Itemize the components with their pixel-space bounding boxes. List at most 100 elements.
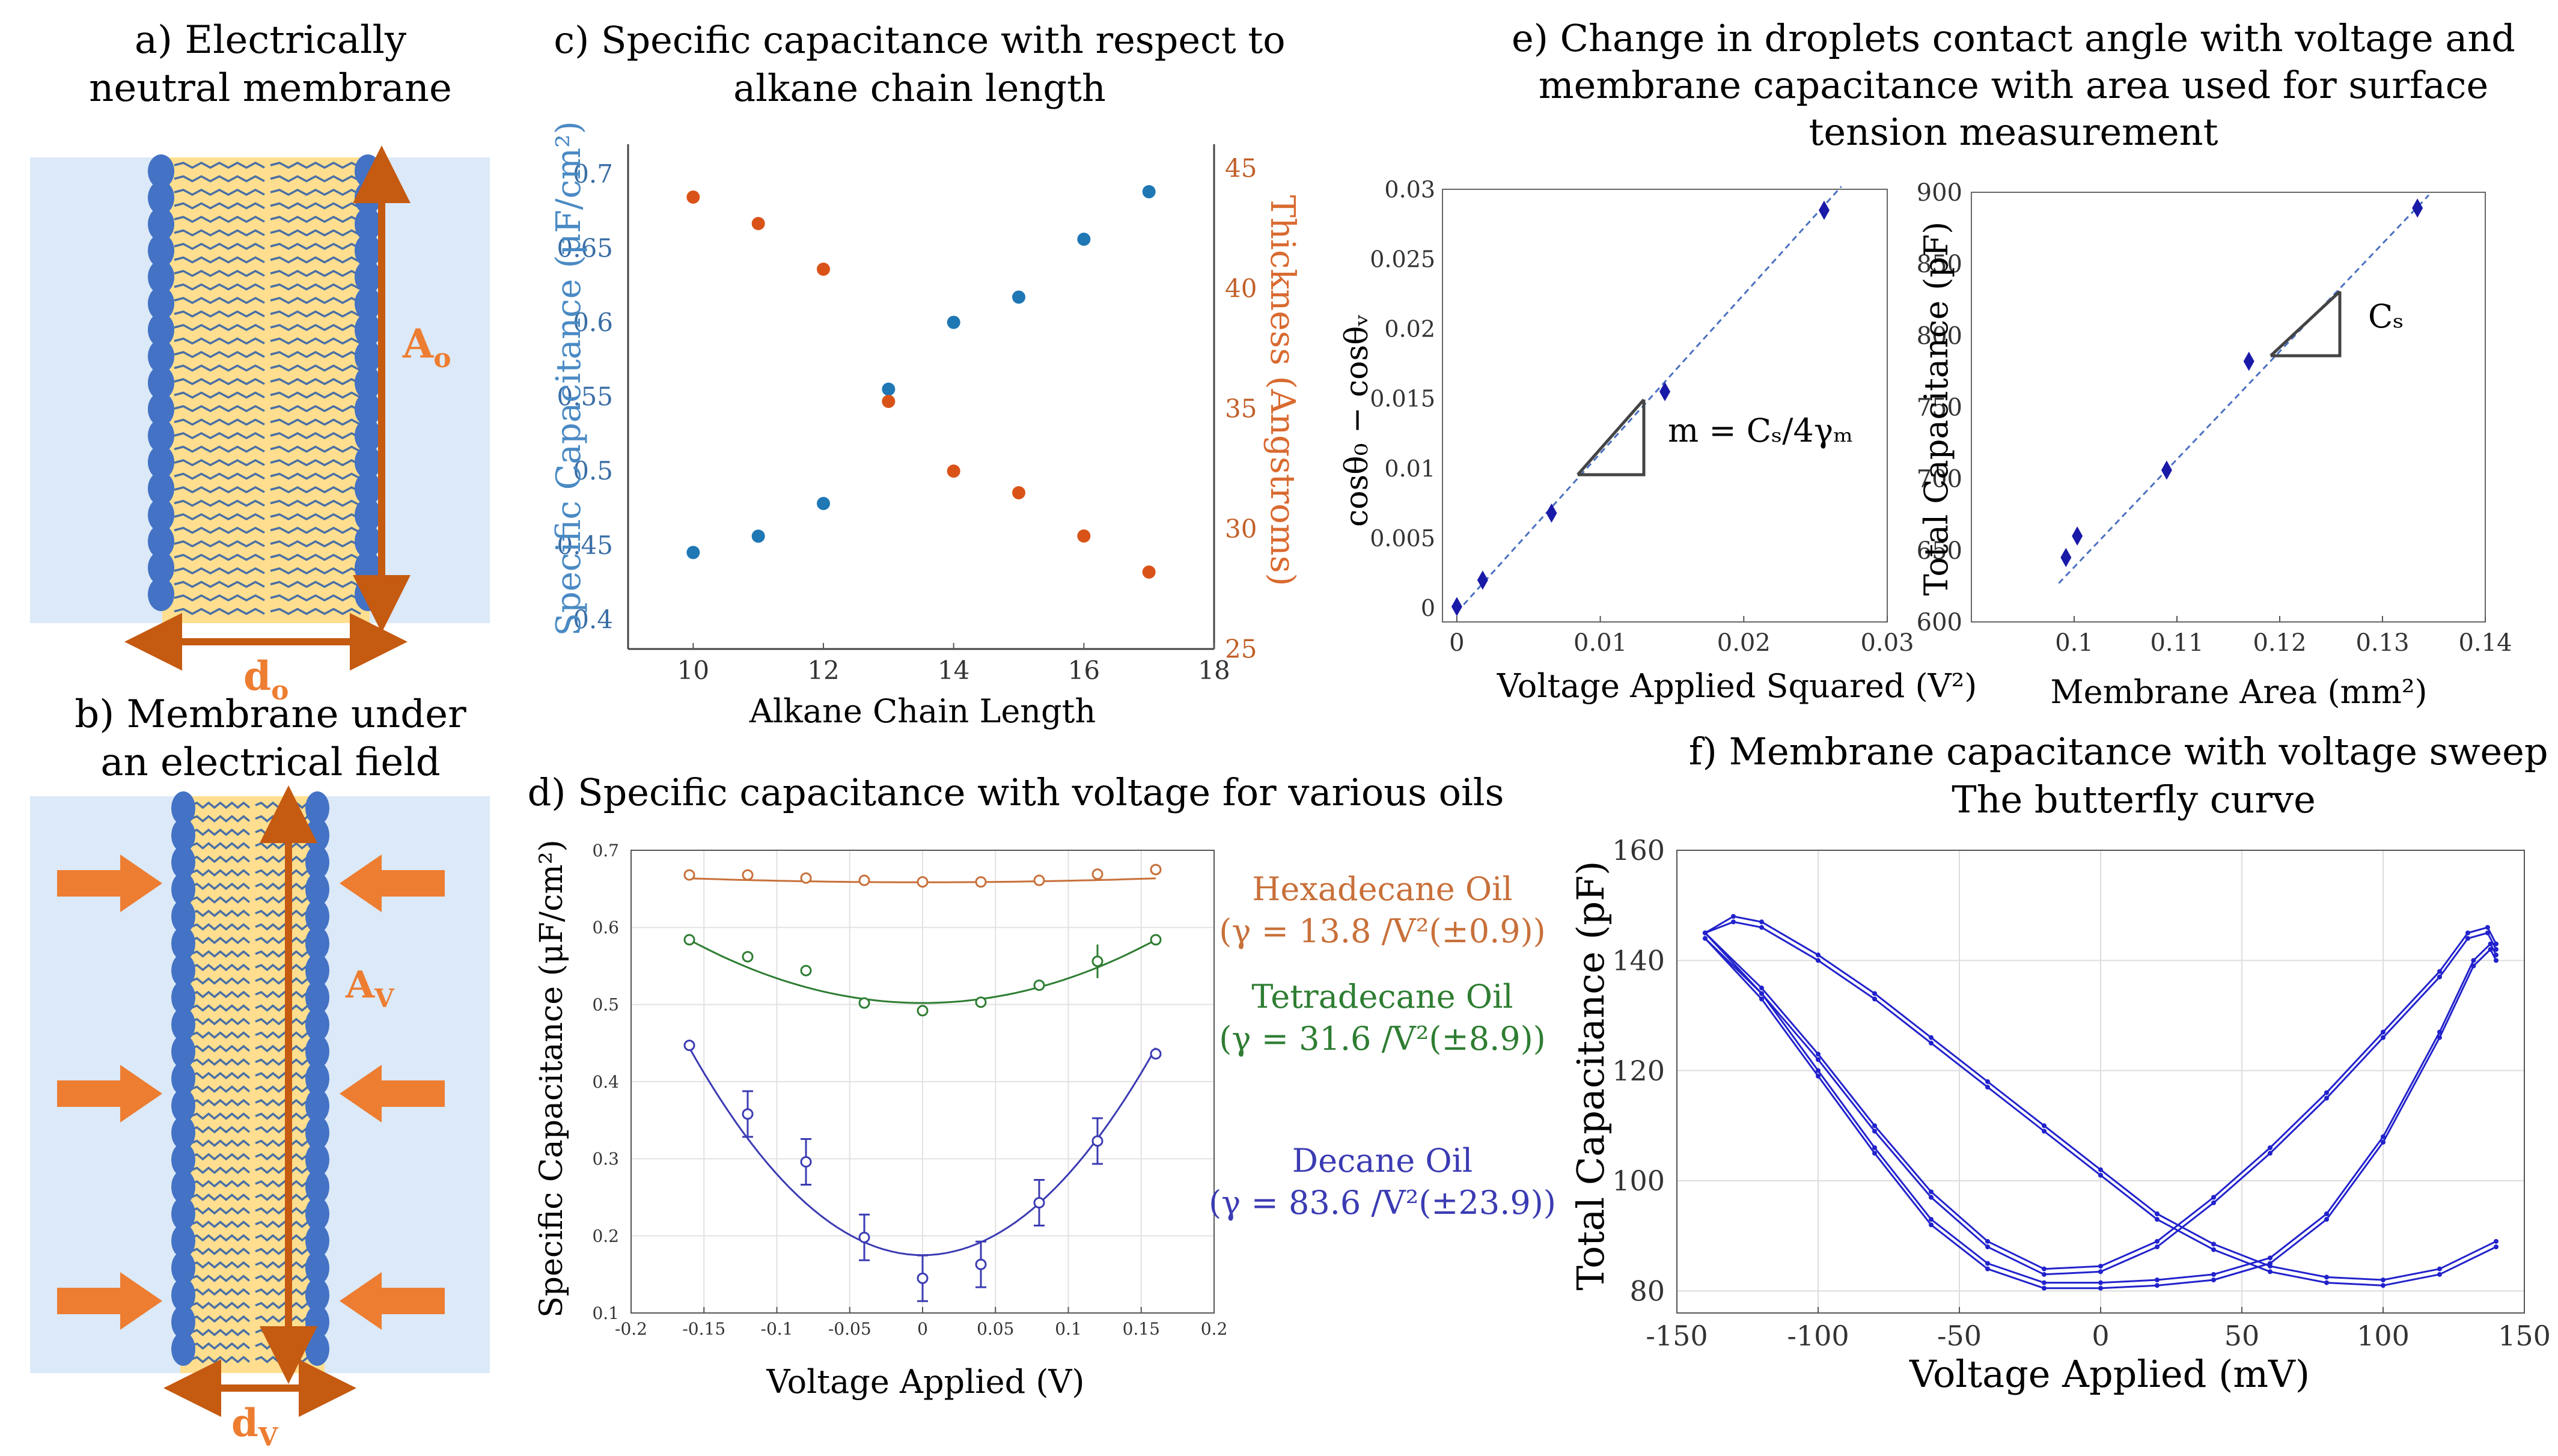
- lipid-tail-right: [270, 486, 361, 493]
- panel-c-y-tick-label: 0.55: [557, 382, 613, 412]
- butterfly-point: [2211, 1241, 2216, 1247]
- panel-e-left-frame: [1442, 189, 1888, 623]
- data-point-decane: [742, 1108, 754, 1120]
- lipid-tail-left: [191, 1153, 251, 1161]
- butterfly-point: [1816, 1068, 1821, 1073]
- lipid-tail-left: [174, 540, 265, 547]
- lipid-tail-left: [174, 445, 265, 453]
- panel-c-x-tick-label: 16: [1068, 656, 1100, 685]
- force-arrow-right: [340, 1065, 445, 1122]
- panel-e-right-x-tick-label: 0.11: [2150, 629, 2203, 657]
- data-point-tetradecane: [1091, 955, 1103, 967]
- butterfly-point: [1872, 996, 1877, 1002]
- diamond-point: [1818, 200, 1830, 220]
- butterfly-point: [2268, 1145, 2273, 1150]
- panel-d-x-tick-label: 0.2: [1201, 1319, 1228, 1339]
- slope-annotation-left: m = Cₛ/4γₘ: [1668, 412, 1853, 449]
- lipid-head: [148, 313, 174, 347]
- panel-c-y2-tick-label: 35: [1225, 394, 1257, 424]
- panel-d-x-tick-label: 0: [917, 1319, 928, 1339]
- data-point-decane: [1033, 1196, 1045, 1208]
- lipid-head: [148, 392, 174, 426]
- butterfly-point: [1929, 1035, 1934, 1040]
- butterfly-point: [1759, 925, 1764, 930]
- panel-d-x-tick-label: -0.05: [828, 1319, 871, 1339]
- panel-e-right-x-tick-label: 0.1: [2055, 629, 2093, 657]
- butterfly-point: [2437, 1035, 2442, 1040]
- data-point-decane: [800, 1156, 812, 1168]
- panel-d-y-axis-label: Specific Capacitance (μF/cm²): [534, 839, 570, 1318]
- panel-d-x-tick-label: 0.05: [977, 1319, 1014, 1339]
- capacitance-point: [1142, 185, 1156, 199]
- lipid-tail-left: [174, 378, 265, 385]
- diamond-point: [2243, 352, 2254, 371]
- panel-f-x-tick-label: 50: [2224, 1320, 2260, 1352]
- panel-c-y-tick-label: 0.45: [557, 531, 613, 560]
- butterfly-point: [2098, 1264, 2103, 1269]
- lipid-tail-right: [270, 553, 361, 561]
- force-arrow-left: [57, 1272, 162, 1330]
- lipid-tail-right: [270, 513, 361, 520]
- panel-e-right-y-tick-label: 850: [1917, 251, 1962, 278]
- data-point-decane: [683, 1040, 695, 1052]
- butterfly-point: [1816, 1073, 1821, 1079]
- panel-e-right-y-tick-label: 750: [1917, 394, 1962, 422]
- panel-c-y2-tick-label: 30: [1225, 514, 1257, 544]
- panel-f-axes: -150 -100 -50 0 50 100 150 80 100 120 140 160: [1612, 834, 2551, 1352]
- panel-e-left-y-tick-label: 0.03: [1384, 176, 1435, 203]
- butterfly-point: [2098, 1285, 2103, 1291]
- lipid-head: [171, 1116, 195, 1150]
- lipid-head: [148, 260, 174, 294]
- butterfly-point: [2485, 930, 2490, 936]
- lipid-head: [171, 1062, 195, 1095]
- data-point-tetradecane: [975, 996, 987, 1008]
- panel-f-y-tick-label: 140: [1612, 944, 1665, 976]
- butterfly-point: [2098, 1280, 2103, 1285]
- panel-d-x-tick-label: 0.15: [1123, 1319, 1160, 1339]
- lipid-tail-left: [174, 337, 265, 345]
- lipid-tail-right: [270, 391, 361, 399]
- lipid-tail-left: [191, 1329, 251, 1336]
- butterfly-point: [2381, 1035, 2386, 1040]
- diamond-point: [2072, 526, 2083, 546]
- panel-f-y-tick-label: 100: [1612, 1165, 1665, 1197]
- capacitance-point: [947, 315, 960, 329]
- thickness-point: [882, 395, 896, 408]
- panel-e-right-marks: [2058, 194, 2430, 584]
- panel-c-y-tick-label: 0.5: [573, 456, 613, 486]
- slope-triangle-right-hyp: [2270, 290, 2341, 357]
- lipid-tail-right: [270, 405, 361, 412]
- panel-d-x-tick-label: -0.1: [761, 1319, 793, 1339]
- lipid-tail-right: [270, 594, 361, 602]
- butterfly-point: [2471, 963, 2476, 969]
- lipid-tail-right: [270, 432, 361, 439]
- lipid-tail-right: [270, 270, 361, 277]
- panel-e-left-x-tick-label: 0: [1449, 629, 1464, 657]
- lipid-tail-right: [270, 229, 361, 237]
- butterfly-point: [1985, 1085, 1990, 1090]
- thickness-point: [686, 190, 700, 204]
- lipid-head: [148, 340, 174, 373]
- panel-f-y-tick-label: 80: [1629, 1275, 1665, 1307]
- panel-e-right-x-tick-label: 0.13: [2355, 629, 2409, 657]
- lipid-tail-left: [174, 216, 265, 223]
- lipid-tail-left: [174, 324, 265, 331]
- butterfly-point: [1929, 1189, 1934, 1195]
- butterfly-point: [2324, 1217, 2329, 1222]
- lipid-tail-right: [270, 459, 361, 466]
- lipid-tail-right: [270, 567, 361, 574]
- panel-e-right-y-axis-label: Total Capacitance (pF): [1917, 222, 1955, 596]
- butterfly-point: [2042, 1280, 2047, 1285]
- panel-c-y2-tick-label: 45: [1225, 154, 1257, 183]
- lipid-tail-left: [191, 923, 251, 931]
- panel-d-x-tick-label: -0.15: [682, 1319, 725, 1339]
- lipid-head: [148, 181, 174, 215]
- capacitance-point: [1077, 233, 1091, 246]
- panel-d-y-tick-label: 0.6: [592, 918, 619, 937]
- lipid-tail-right: [270, 243, 361, 250]
- lipid-tail-left: [191, 1166, 251, 1174]
- lipid-head: [171, 1305, 195, 1339]
- lipid-tail-left: [191, 909, 251, 918]
- panel-d-y-tick-label: 0.7: [592, 841, 619, 861]
- butterfly-point: [2381, 1134, 2386, 1139]
